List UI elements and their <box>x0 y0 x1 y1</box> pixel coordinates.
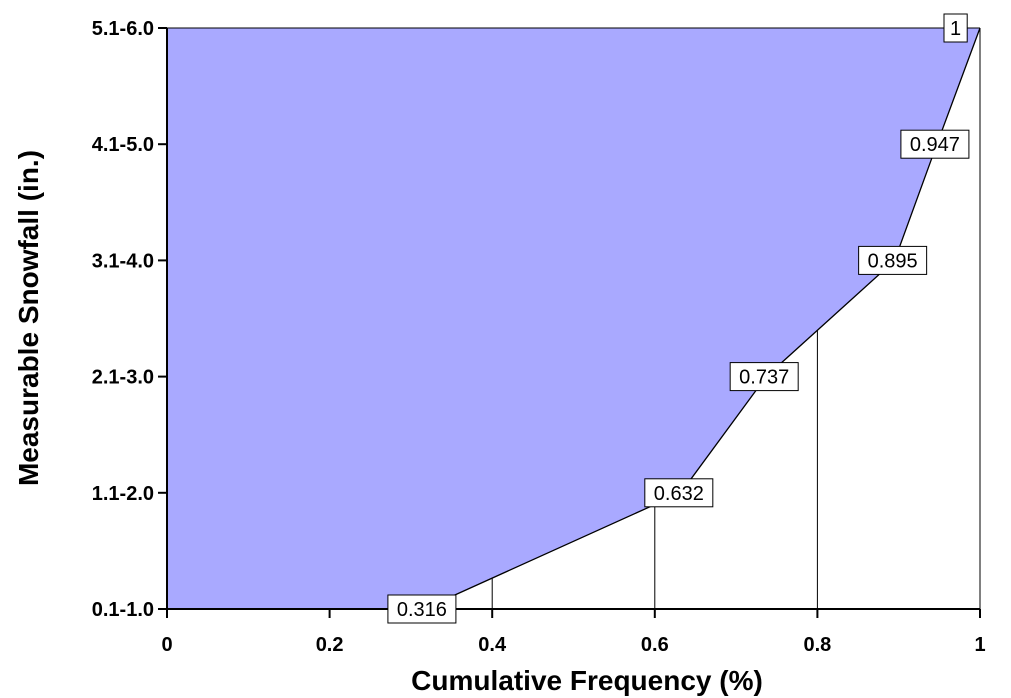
data-label-3: 0.895 <box>858 245 928 275</box>
data-label-0: 0.316 <box>387 594 457 624</box>
data-labels: 0.316 0.632 0.737 0.895 0.947 1 <box>387 13 970 624</box>
data-label-text: 0.947 <box>910 134 960 156</box>
y-tick-label: 2.1-3.0 <box>92 367 154 389</box>
data-label-4: 0.947 <box>900 129 970 159</box>
data-label-box <box>900 129 970 159</box>
data-label-text: 1 <box>950 18 961 40</box>
data-label-box <box>729 362 799 392</box>
y-tick-label: 1.1-2.0 <box>92 483 154 505</box>
y-tick-label: 0.1-1.0 <box>92 599 154 621</box>
axes: 0.1-1.0 1.1-2.0 2.1-3.0 3.1-4.0 4.1-5.0 5.1-6… <box>92 18 986 656</box>
data-label-text: 0.316 <box>397 599 447 621</box>
x-tick-label: 0 <box>161 634 172 656</box>
data-label-box <box>387 594 457 624</box>
data-label-box <box>644 478 714 508</box>
data-label-2: 0.737 <box>729 362 799 392</box>
x-tick-label: 0.4 <box>478 634 507 656</box>
data-label-box <box>858 245 928 275</box>
data-label-text: 0.895 <box>868 250 918 272</box>
data-label-1: 0.632 <box>644 478 714 508</box>
y-tick-label: 4.1-5.0 <box>92 134 154 156</box>
x-tick-label: 0.2 <box>316 634 344 656</box>
x-tick-label: 0.8 <box>803 634 831 656</box>
x-tick-label: 0.6 <box>641 634 669 656</box>
series-line <box>423 27 981 610</box>
y-tick-label: 3.1-4.0 <box>92 250 154 272</box>
x-axis-title: Cumulative Frequency (%) <box>411 665 763 696</box>
data-label-5: 1 <box>943 13 968 43</box>
area-fill <box>167 28 980 609</box>
plot-area <box>167 27 981 610</box>
y-tick-label: 5.1-6.0 <box>92 18 154 40</box>
x-tick-label: 1 <box>974 634 985 656</box>
data-label-text: 0.737 <box>739 367 789 389</box>
y-axis-title: Measurable Snowfall (in.) <box>13 150 44 486</box>
data-label-box <box>943 13 968 43</box>
data-label-text: 0.632 <box>654 483 704 505</box>
